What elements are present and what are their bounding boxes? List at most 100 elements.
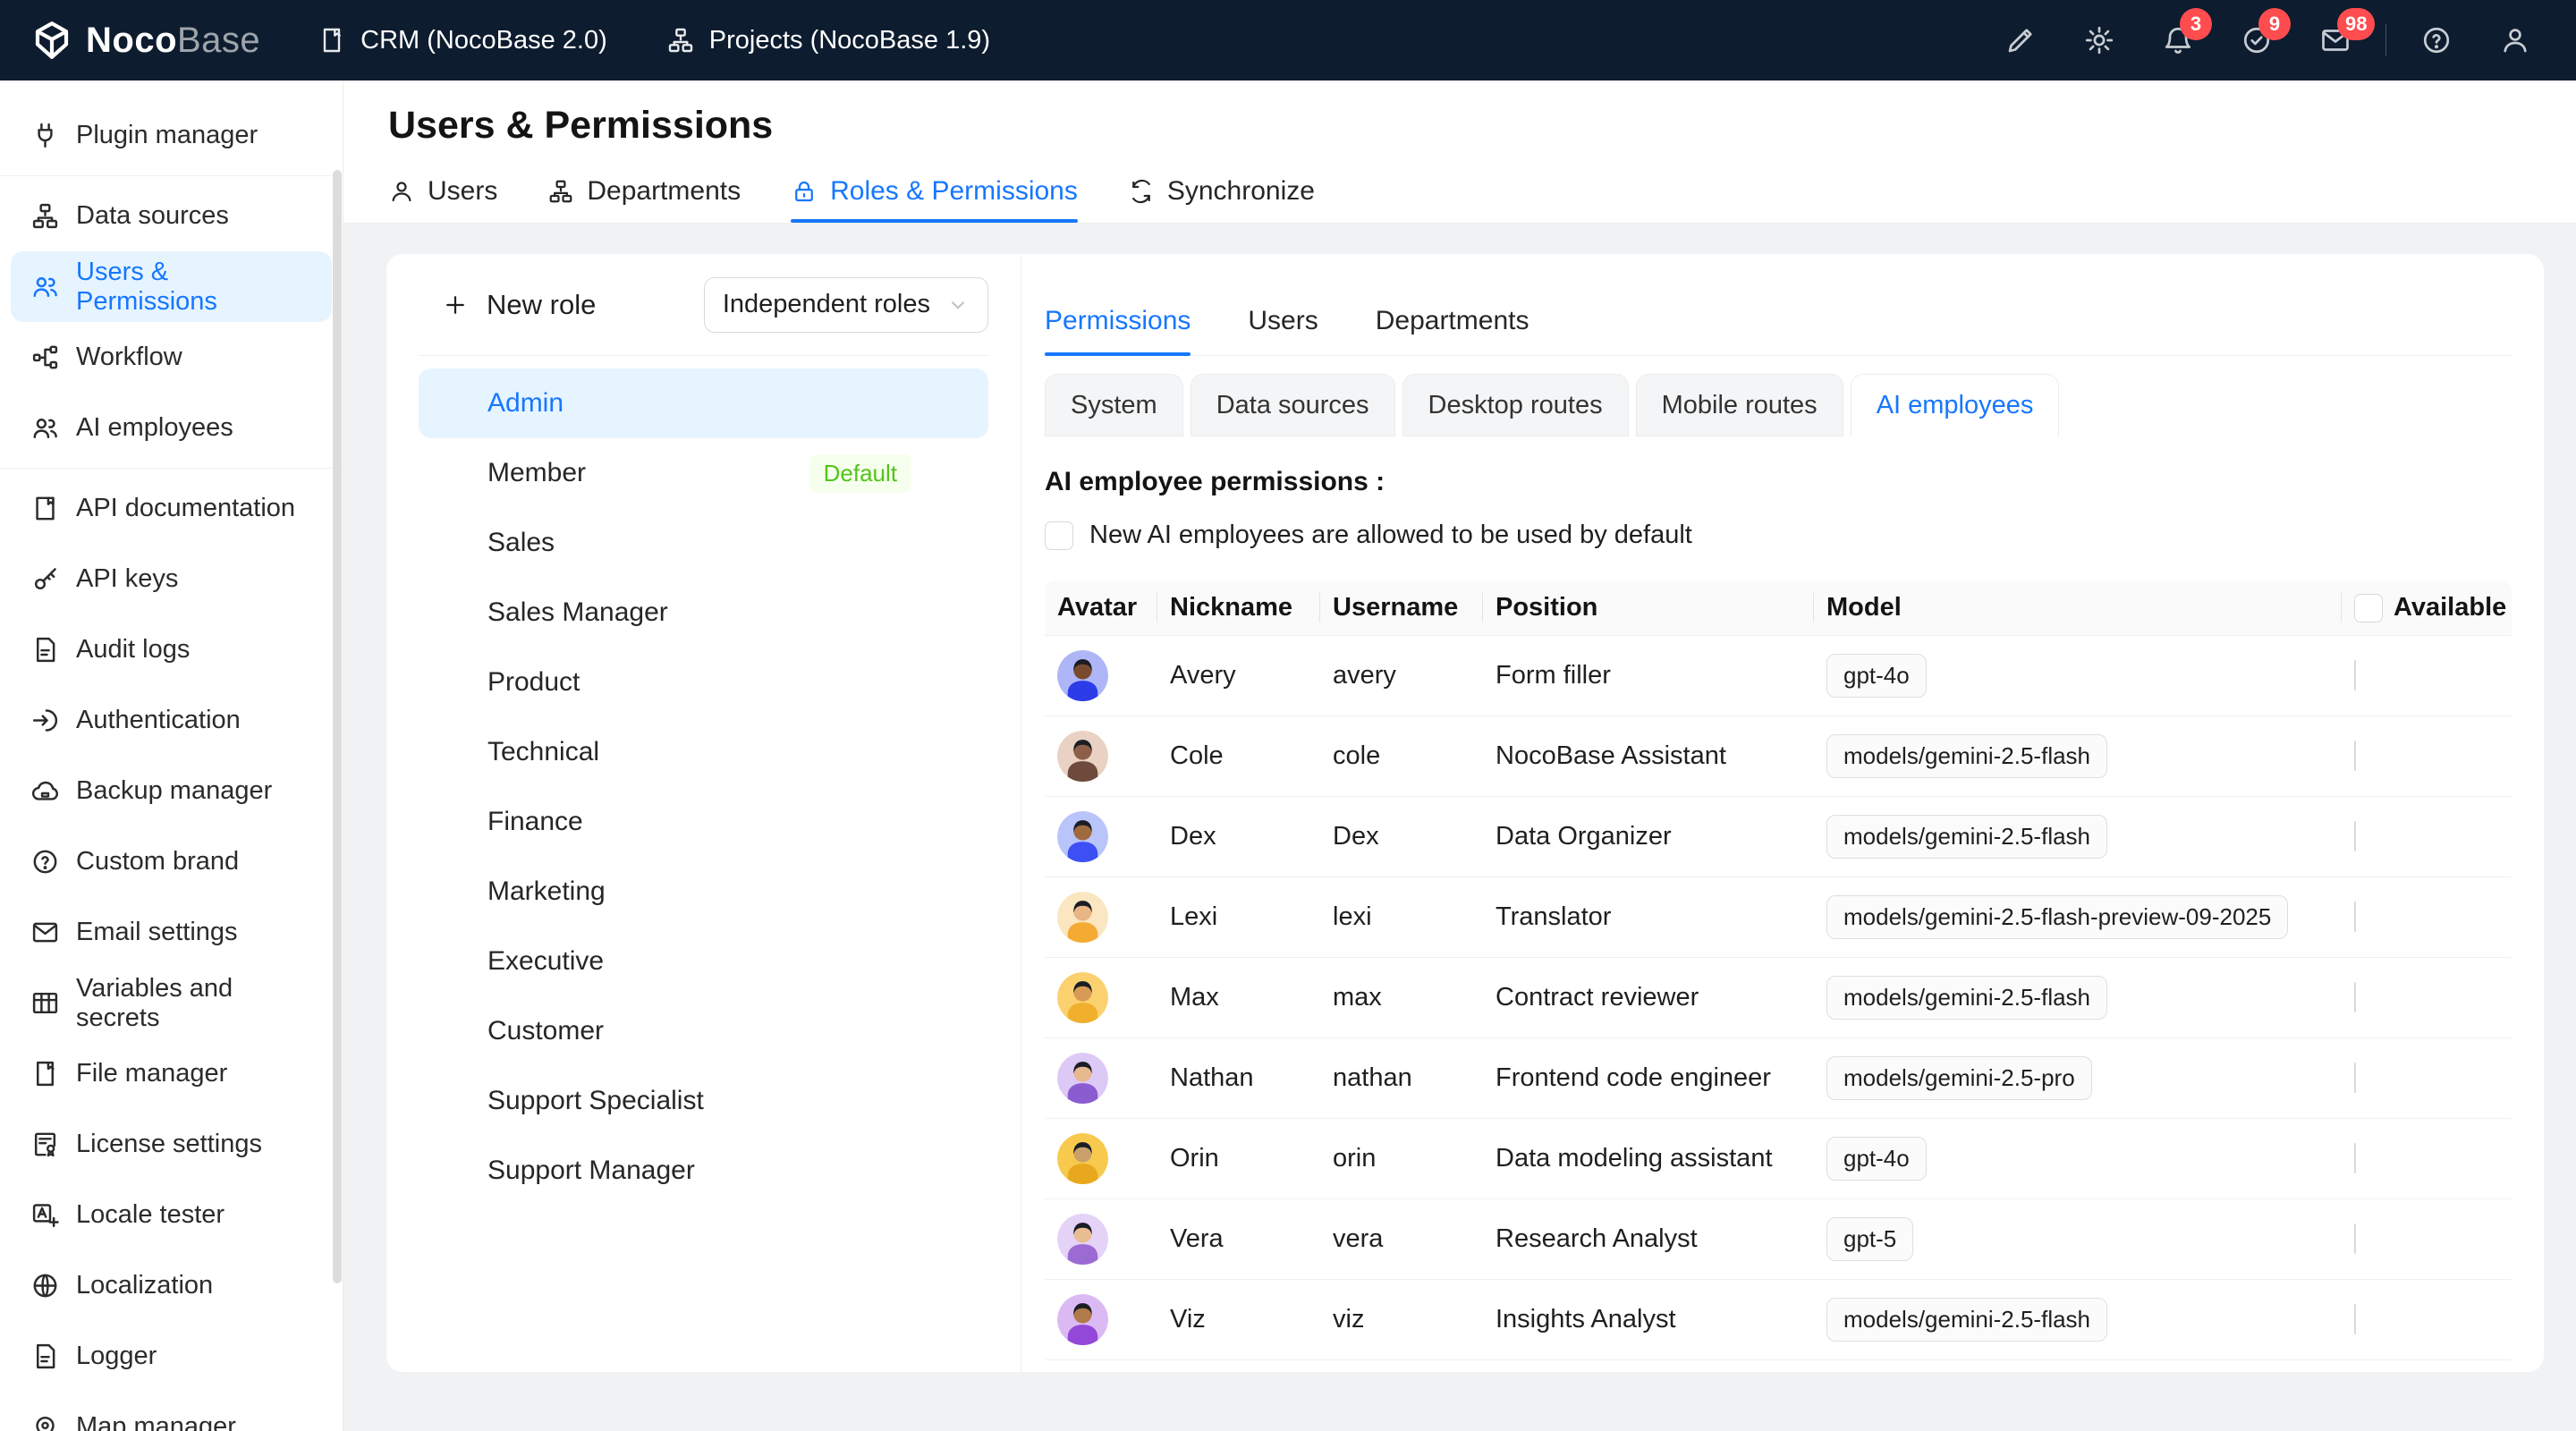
sidebar-item-audit-logs[interactable]: Audit logs [11,614,332,685]
header-menu-crm-nocobase-2-0[interactable]: CRM (NocoBase 2.0) [318,26,607,55]
role-item-product[interactable]: Product [419,648,988,717]
sidebar-item-localization[interactable]: Localization [11,1250,332,1321]
role-item-marketing[interactable]: Marketing [419,857,988,927]
kebab-menu-icon[interactable] [942,600,967,625]
help-icon [2420,24,2453,56]
role-item-support-specialist[interactable]: Support Specialist [419,1066,988,1136]
role-item-finance[interactable]: Finance [419,787,988,857]
available-checkbox[interactable] [2354,660,2356,690]
nocobase-logo[interactable]: NocoBase [30,19,260,62]
available-checkbox[interactable] [2354,741,2356,771]
help-button[interactable] [2408,12,2465,69]
kebab-menu-icon[interactable] [942,391,967,416]
model-tag: models/gemini-2.5-flash [1826,1298,2108,1342]
sidebar-item-label: API keys [76,564,179,593]
tab-roles-permissions[interactable]: Roles & Permissions [791,176,1078,223]
kebab-menu-icon[interactable] [942,1019,967,1044]
sidebar-item-email-settings[interactable]: Email settings [11,897,332,968]
cell-username: avery [1333,661,1396,690]
roles-panel-header: New role Independent roles [419,254,988,356]
kebab-menu-icon[interactable] [942,530,967,555]
kebab-menu-icon[interactable] [942,949,967,974]
available-checkbox[interactable] [2354,1063,2356,1093]
sidebar-item-authentication[interactable]: Authentication [11,685,332,756]
sidebar-item-custom-brand[interactable]: Custom brand [11,826,332,897]
tag-icon [442,809,470,836]
tag-icon [442,878,470,906]
sidebar-item-data-sources[interactable]: Data sources [11,181,332,251]
sidebar-item-label: AI employees [76,413,233,442]
allow-default-checkbox[interactable] [1045,521,1073,550]
subtab-desktop-routes[interactable]: Desktop routes [1402,374,1629,436]
subtab-system[interactable]: System [1045,374,1183,436]
subtab-mobile-routes[interactable]: Mobile routes [1635,374,1843,436]
kebab-menu-icon[interactable] [942,461,967,486]
role-item-support-manager[interactable]: Support Manager [419,1136,988,1206]
detail-tab-departments[interactable]: Departments [1375,306,1530,335]
roles-scope-select[interactable]: Independent roles [703,276,988,333]
role-item-customer[interactable]: Customer [419,996,988,1066]
col-avatar: Avatar [1045,580,1157,635]
kebab-menu-icon[interactable] [942,740,967,765]
role-item-sales[interactable]: Sales [419,508,988,578]
allow-default-row: New AI employees are allowed to be used … [1045,521,2512,550]
sidebar-item-ai-employees[interactable]: AI employees [11,393,332,463]
sidebar-item-license-settings[interactable]: License settings [11,1109,332,1180]
available-checkbox[interactable] [2354,982,2356,1012]
notification-badge: 98 [2337,8,2376,40]
tasks-button[interactable]: 9 [2228,8,2291,69]
new-role-button[interactable]: New role [419,289,596,321]
sidebar-item-logger[interactable]: Logger [11,1321,332,1392]
role-item-technical[interactable]: Technical [419,717,988,787]
kebab-menu-icon[interactable] [942,1088,967,1113]
sidebar-item-map-manager[interactable]: Map manager [11,1392,332,1431]
subtab-data-sources[interactable]: Data sources [1190,374,1395,436]
tab-synchronize[interactable]: Synchronize [1128,176,1315,223]
ai-employee-row-nathan: Nathan nathan Frontend code engineer mod… [1045,1038,2512,1119]
sidebar-item-label: Variables and secrets [76,973,233,1032]
kebab-menu-icon[interactable] [942,879,967,904]
model-tag: gpt-4o [1826,1137,1927,1181]
sidebar-item-workflow[interactable]: Workflow [11,322,332,393]
sidebar-item-users-permissions[interactable]: Users & Permissions [11,251,332,322]
available-checkbox[interactable] [2354,821,2356,851]
available-checkbox[interactable] [2354,1224,2356,1254]
messages-button[interactable]: 98 [2307,8,2376,69]
available-checkbox[interactable] [2354,1304,2356,1334]
sidebar-item-locale-tester[interactable]: Locale tester [11,1180,332,1250]
account-button[interactable] [2487,12,2544,69]
kebab-menu-icon[interactable] [942,809,967,834]
tab-users[interactable]: Users [388,176,497,223]
sidebar-scrollbar[interactable] [333,170,342,1283]
roles-list: Admin Member Default Sales [419,356,988,1218]
page-tabs: Users Departments Roles & Permissions Sy… [388,176,1315,223]
sidebar-item-api-keys[interactable]: API keys [11,544,332,614]
role-name: Sales Manager [487,597,668,627]
sidebar-item-api-documentation[interactable]: API documentation [11,473,332,544]
plus-icon [442,292,469,318]
available-checkbox[interactable] [2354,1143,2356,1173]
role-item-executive[interactable]: Executive [419,927,988,996]
model-tag: gpt-4o [1826,654,1927,698]
sidebar-item-plugin-manager[interactable]: Plugin manager [11,100,332,171]
role-item-admin[interactable]: Admin [419,368,988,438]
sidebar-item-variables-and-secrets[interactable]: Variables and secrets [11,968,332,1038]
settings-button[interactable] [2071,12,2128,69]
role-item-sales-manager[interactable]: Sales Manager [419,578,988,648]
badge-question-icon [30,847,60,876]
detail-tab-users[interactable]: Users [1248,306,1318,335]
highlighter-button[interactable] [1992,12,2049,69]
tab-departments[interactable]: Departments [547,176,741,223]
available-checkbox[interactable] [2354,902,2356,932]
subtab-ai-employees[interactable]: AI employees [1850,374,2060,436]
sidebar-item-backup-manager[interactable]: Backup manager [11,756,332,826]
kebab-menu-icon[interactable] [942,670,967,695]
sidebar-item-file-manager[interactable]: File manager [11,1038,332,1109]
notifications-button[interactable]: 3 [2149,8,2212,69]
detail-tab-permissions[interactable]: Permissions [1045,306,1191,356]
kebab-menu-icon[interactable] [942,1158,967,1183]
select-all-checkbox[interactable] [2354,593,2383,622]
table-header-row: Avatar Nickname Username Position Model … [1045,580,2512,636]
header-menu-projects-nocobase-1-9[interactable]: Projects (NocoBase 1.9) [666,26,990,55]
role-item-member[interactable]: Member Default [419,438,988,508]
